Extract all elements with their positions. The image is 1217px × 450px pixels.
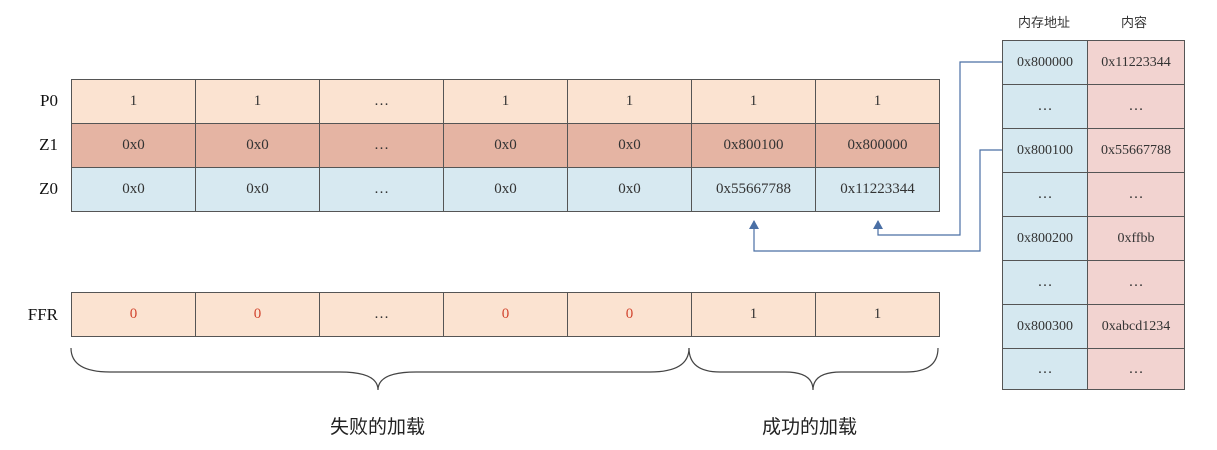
load-arrow-0x800100	[749, 149, 1002, 252]
z0-cell: 0x11223344	[815, 167, 940, 212]
p0-cell: …	[319, 79, 444, 124]
z0-cell: 0x0	[567, 167, 692, 212]
ffr-cell: 0	[567, 292, 692, 337]
p0-cell: 1	[443, 79, 568, 124]
z0-label: Z0	[39, 179, 58, 198]
ffr-cell: 0	[71, 292, 196, 337]
memory-address-cell: 0x800000	[1002, 40, 1088, 85]
z0-cell: 0x0	[71, 167, 196, 212]
memory-address-cell: …	[1002, 348, 1088, 390]
failed-load-brace	[70, 347, 690, 391]
p0-cell: 1	[691, 79, 816, 124]
z0-cell: 0x0	[195, 167, 320, 212]
memory-content-header: 内容	[1121, 16, 1148, 31]
z1-label: Z1	[39, 135, 58, 154]
memory-value-cell: 0x11223344	[1087, 40, 1185, 85]
ffr-cell: 1	[815, 292, 940, 337]
p0-cell: 1	[195, 79, 320, 124]
memory-value-cell: …	[1087, 84, 1185, 129]
ffr-cell: 1	[691, 292, 816, 337]
p0-label: P0	[40, 91, 58, 110]
memory-value-cell: …	[1087, 172, 1185, 217]
z1-cell: 0x0	[443, 123, 568, 168]
memory-address-cell: …	[1002, 172, 1088, 217]
z0-cell: 0x0	[443, 167, 568, 212]
ffr-cell: 0	[195, 292, 320, 337]
success-load-brace	[688, 347, 939, 391]
memory-address-header: 内存地址	[1018, 16, 1071, 31]
z0-cell: …	[319, 167, 444, 212]
failed-load-caption: 失败的加载	[330, 416, 426, 438]
memory-value-cell: …	[1087, 348, 1185, 390]
ffr-label: FFR	[27, 305, 58, 324]
memory-value-cell: …	[1087, 260, 1185, 305]
z1-cell: 0x0	[71, 123, 196, 168]
memory-address-cell: 0x800300	[1002, 304, 1088, 349]
ffr-cell: …	[319, 292, 444, 337]
load-arrow-0x800000	[873, 61, 1002, 236]
z0-cell: 0x55667788	[691, 167, 816, 212]
z1-cell: 0x800000	[815, 123, 940, 168]
memory-value-cell: 0xabcd1234	[1087, 304, 1185, 349]
p0-cell: 1	[815, 79, 940, 124]
success-load-caption: 成功的加载	[762, 416, 858, 438]
